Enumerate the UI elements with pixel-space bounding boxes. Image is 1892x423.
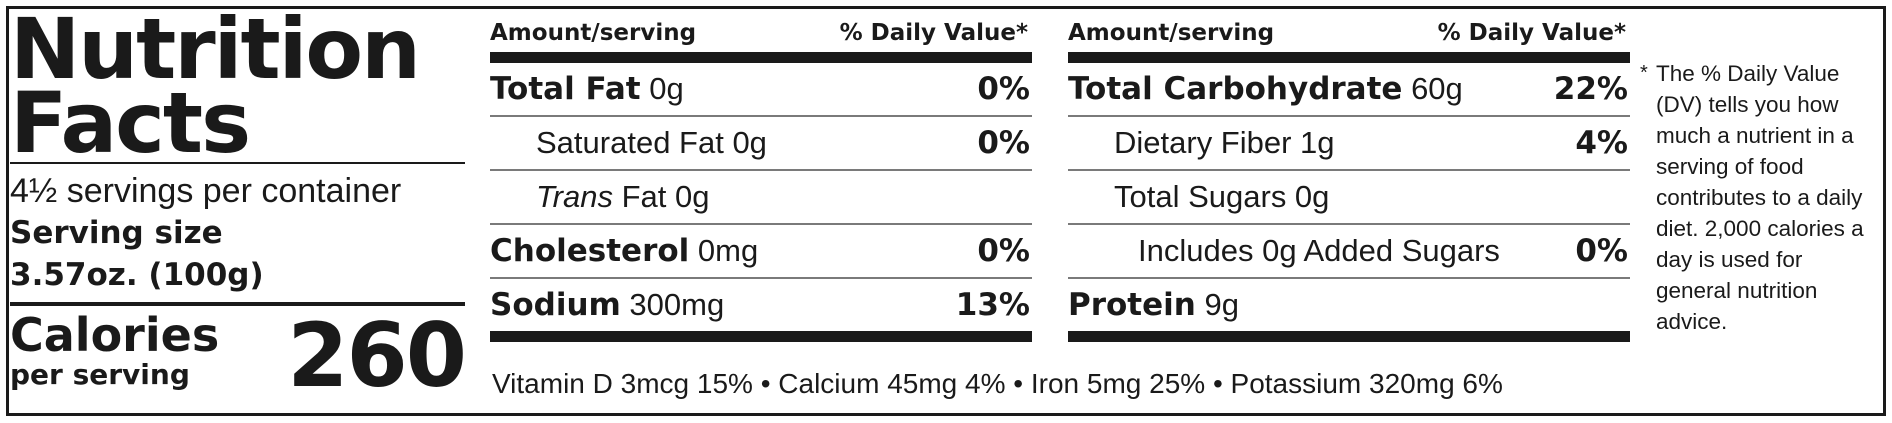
footnote-text: The % Daily Value (DV) tells you how muc… bbox=[1656, 61, 1864, 334]
nutrient-name-prefix: Trans bbox=[536, 179, 613, 214]
divider bbox=[10, 302, 465, 306]
column-header: Amount/serving % Daily Value* bbox=[1068, 14, 1630, 63]
nutrient-dv: 0% bbox=[977, 125, 1030, 161]
nutrient-name: Sodium bbox=[490, 287, 621, 323]
nutrient-amount: 0g bbox=[640, 71, 684, 106]
footnote-asterisk: * bbox=[1640, 62, 1648, 84]
nutrient-name: Dietary Fiber 1g bbox=[1114, 125, 1335, 160]
serving-size-label: Serving size bbox=[10, 215, 223, 251]
label-header: Nutrition Facts 4½ servings per containe… bbox=[10, 0, 467, 407]
nutrient-dv: 13% bbox=[955, 287, 1030, 323]
serving-size-value: 3.57oz. (100g) bbox=[10, 257, 264, 293]
calories-row: Calories per serving 260 bbox=[10, 304, 467, 407]
amount-serving-label: Amount/serving bbox=[490, 20, 697, 46]
calories-value: 260 bbox=[287, 304, 467, 407]
divider bbox=[10, 162, 465, 164]
calories-sub-label: per serving bbox=[10, 358, 190, 391]
nutrient-name: Total Fat bbox=[490, 71, 641, 107]
nutrient-name: Includes 0g Added Sugars bbox=[1138, 233, 1500, 268]
daily-value-label: % Daily Value* bbox=[1437, 20, 1626, 46]
nutrient-row-sodium: Sodium 300mg 13% bbox=[490, 279, 1032, 342]
nutrient-row-trans-fat: Trans Fat 0g bbox=[490, 171, 1032, 225]
nutrient-row-total-carbohydrate: Total Carbohydrate 60g 22% bbox=[1068, 63, 1630, 117]
nutrient-amount: 300mg bbox=[620, 287, 725, 322]
nutrient-dv: 0% bbox=[977, 233, 1030, 269]
title-line-2: Facts bbox=[10, 74, 251, 172]
nutrient-column-1: Amount/serving % Daily Value* Total Fat … bbox=[490, 14, 1032, 342]
daily-value-label: % Daily Value* bbox=[839, 20, 1028, 46]
nutrient-row-dietary-fiber: Dietary Fiber 1g 4% bbox=[1068, 117, 1630, 171]
nutrient-row-protein: Protein 9g bbox=[1068, 279, 1630, 342]
nutrient-name: Total Carbohydrate bbox=[1068, 71, 1403, 107]
title-line-1: Nutrition bbox=[10, 0, 421, 98]
daily-value-footnote: * The % Daily Value (DV) tells you how m… bbox=[1640, 58, 1880, 337]
nutrient-dv: 22% bbox=[1553, 71, 1628, 107]
servings-per-container: 4½ servings per container bbox=[10, 172, 402, 210]
calories-label: Calories bbox=[10, 308, 220, 362]
nutrient-dv: 0% bbox=[977, 71, 1030, 107]
nutrition-label bbox=[6, 6, 1886, 416]
nutrient-amount: 60g bbox=[1402, 71, 1463, 106]
nutrient-dv: 4% bbox=[1575, 125, 1628, 161]
nutrient-name: Fat 0g bbox=[612, 179, 710, 214]
nutrient-amount: 9g bbox=[1195, 287, 1239, 322]
nutrient-amount: 0mg bbox=[689, 233, 759, 268]
nutrient-name: Total Sugars 0g bbox=[1114, 179, 1330, 214]
vitamins-minerals-line: Vitamin D 3mcg 15% • Calcium 45mg 4% • I… bbox=[492, 368, 1503, 399]
nutrient-row-saturated-fat: Saturated Fat 0g 0% bbox=[490, 117, 1032, 171]
nutrient-name: Protein bbox=[1068, 287, 1196, 323]
nutrient-name: Saturated Fat 0g bbox=[536, 125, 767, 160]
column-header: Amount/serving % Daily Value* bbox=[490, 14, 1032, 63]
nutrient-row-total-fat: Total Fat 0g 0% bbox=[490, 63, 1032, 117]
amount-serving-label: Amount/serving bbox=[1068, 20, 1275, 46]
nutrient-dv: 0% bbox=[1575, 233, 1628, 269]
nutrient-row-cholesterol: Cholesterol 0mg 0% bbox=[490, 225, 1032, 279]
label-title: Nutrition Facts bbox=[10, 0, 465, 172]
nutrient-column-2: Amount/serving % Daily Value* Total Carb… bbox=[1068, 14, 1630, 342]
nutrient-row-added-sugars: Includes 0g Added Sugars 0% bbox=[1068, 225, 1630, 279]
nutrient-row-total-sugars: Total Sugars 0g bbox=[1068, 171, 1630, 225]
nutrient-name: Cholesterol bbox=[490, 233, 690, 269]
